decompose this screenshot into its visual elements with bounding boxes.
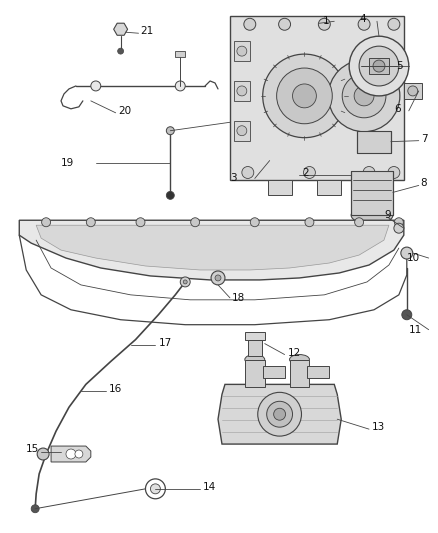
Circle shape [242,166,254,179]
Circle shape [237,86,247,96]
Text: 12: 12 [288,348,301,358]
Circle shape [237,126,247,136]
Circle shape [211,271,225,285]
Circle shape [402,310,412,320]
Circle shape [136,218,145,227]
Circle shape [91,81,101,91]
Bar [175,51,185,57]
Circle shape [263,54,346,138]
Text: 6: 6 [394,104,400,114]
Circle shape [175,81,185,91]
Bar [245,360,265,387]
Text: 18: 18 [232,293,245,303]
Text: 17: 17 [159,337,172,348]
Text: 11: 11 [409,325,422,335]
Circle shape [145,479,165,499]
Ellipse shape [290,354,309,365]
Circle shape [401,247,413,259]
Bar [234,41,250,61]
Circle shape [183,280,187,284]
Bar [234,81,250,101]
Circle shape [349,36,409,96]
Circle shape [166,127,174,135]
Circle shape [191,218,200,227]
Bar [245,332,265,340]
Ellipse shape [245,354,265,365]
Circle shape [37,448,49,460]
Circle shape [258,392,301,436]
Bar [248,340,262,356]
Bar [290,360,309,387]
Text: 9: 9 [384,210,391,220]
Polygon shape [230,17,404,181]
Ellipse shape [351,161,393,180]
Circle shape [363,166,375,179]
Text: 4: 4 [359,14,366,25]
Text: 8: 8 [421,179,427,189]
Circle shape [354,86,374,106]
Circle shape [180,277,190,287]
Polygon shape [357,131,391,152]
Polygon shape [19,220,404,280]
Ellipse shape [357,124,391,138]
Polygon shape [36,225,389,270]
Circle shape [274,408,286,420]
Circle shape [267,401,293,427]
Circle shape [42,218,50,227]
Circle shape [342,74,386,118]
Text: 10: 10 [407,253,420,263]
Circle shape [279,18,290,30]
Circle shape [408,86,418,96]
Polygon shape [218,384,341,444]
Circle shape [244,18,256,30]
Circle shape [305,218,314,227]
Circle shape [394,218,403,227]
Text: 3: 3 [230,173,237,183]
Circle shape [355,218,364,227]
Ellipse shape [357,146,391,159]
Text: 15: 15 [26,444,39,454]
Circle shape [250,218,259,227]
Circle shape [215,275,221,281]
Bar [263,367,285,378]
Circle shape [388,166,400,179]
Circle shape [75,450,83,458]
Text: 20: 20 [119,106,132,116]
Circle shape [388,18,400,30]
Bar [234,121,250,141]
Bar [404,83,422,99]
Circle shape [394,223,404,233]
Circle shape [86,218,95,227]
Text: 1: 1 [322,17,329,26]
Text: 21: 21 [141,26,154,36]
Circle shape [66,449,76,459]
Text: 13: 13 [372,422,385,432]
Circle shape [150,484,160,494]
Bar [369,58,389,74]
Ellipse shape [351,206,393,224]
Circle shape [304,166,315,179]
Bar [318,181,341,196]
Circle shape [318,18,330,30]
Text: 14: 14 [203,482,216,492]
Circle shape [166,191,174,199]
Circle shape [358,18,370,30]
Circle shape [293,84,316,108]
Circle shape [118,48,124,54]
Text: 19: 19 [61,158,74,167]
Text: 2: 2 [303,168,309,179]
Circle shape [31,505,39,513]
Polygon shape [51,446,91,462]
Circle shape [359,46,399,86]
Text: 5: 5 [396,61,403,71]
Bar [268,181,292,196]
Circle shape [277,68,332,124]
Circle shape [373,60,385,72]
Text: 7: 7 [421,134,427,144]
Circle shape [237,46,247,56]
Circle shape [328,60,400,132]
Bar [307,367,329,378]
Text: 16: 16 [109,384,122,394]
Polygon shape [351,171,393,215]
